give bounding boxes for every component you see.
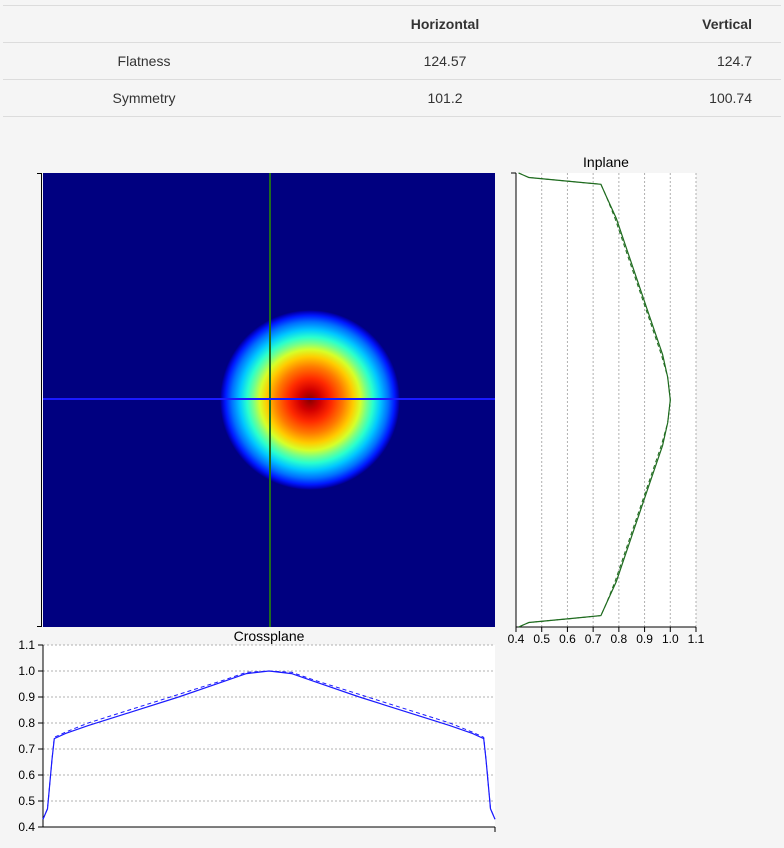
inplane-tick-label: 1.0 (662, 632, 679, 646)
inplane-tick-label: 1.1 (688, 632, 705, 646)
cell-horizontal: 124.57 (285, 42, 605, 80)
crossplane-tick-label: 0.8 (18, 716, 35, 730)
crossplane-plot-area (43, 645, 495, 827)
inplane-title: Inplane (583, 154, 629, 170)
cell-vertical: 124.7 (605, 42, 781, 80)
beam-spot (220, 310, 400, 490)
column-header (3, 5, 285, 43)
inplane-tick-label: 0.9 (636, 632, 653, 646)
cell-horizontal: 101.2 (285, 79, 605, 117)
row-label: Flatness (3, 42, 285, 80)
table-header-row: Horizontal Vertical (3, 5, 781, 43)
inplane-reference-line (518, 172, 671, 628)
crossplane-reference-line (42, 670, 496, 820)
beam-heatmap (43, 173, 495, 627)
row-label: Symmetry (3, 79, 285, 117)
crossplane-tick-label: 0.4 (18, 820, 35, 834)
crossplane-title: Crossplane (234, 628, 305, 644)
inplane-tick-label: 0.6 (559, 632, 576, 646)
metrics-table: Horizontal Vertical Flatness 124.57 124.… (3, 5, 781, 117)
crossplane-tick-label: 0.6 (18, 768, 35, 782)
inplane-tick-label: 0.4 (508, 632, 525, 646)
column-header-horizontal: Horizontal (285, 5, 605, 43)
inplane-crosshair[interactable] (269, 173, 271, 627)
crossplane-tick-label: 0.5 (18, 794, 35, 808)
heatmap-axis-tick (37, 626, 42, 627)
table-row: Flatness 124.57 124.7 (3, 42, 781, 80)
heatmap-axis (41, 173, 42, 627)
cell-vertical: 100.74 (605, 79, 781, 117)
crossplane-tick-label: 0.7 (18, 742, 35, 756)
inplane-tick-label: 0.8 (611, 632, 628, 646)
crossplane-tick-label: 1.1 (18, 638, 35, 652)
inplane-plot-area (516, 173, 696, 627)
inplane-tick-label: 0.7 (585, 632, 602, 646)
column-header-vertical: Vertical (605, 5, 781, 43)
crossplane-tick-label: 1.0 (18, 664, 35, 678)
table-row: Symmetry 101.2 100.74 (3, 79, 781, 117)
crossplane-tick-label: 0.9 (18, 690, 35, 704)
heatmap-axis-tick (37, 173, 42, 174)
crossplane-crosshair[interactable] (43, 398, 495, 400)
inplane-tick-label: 0.5 (533, 632, 550, 646)
